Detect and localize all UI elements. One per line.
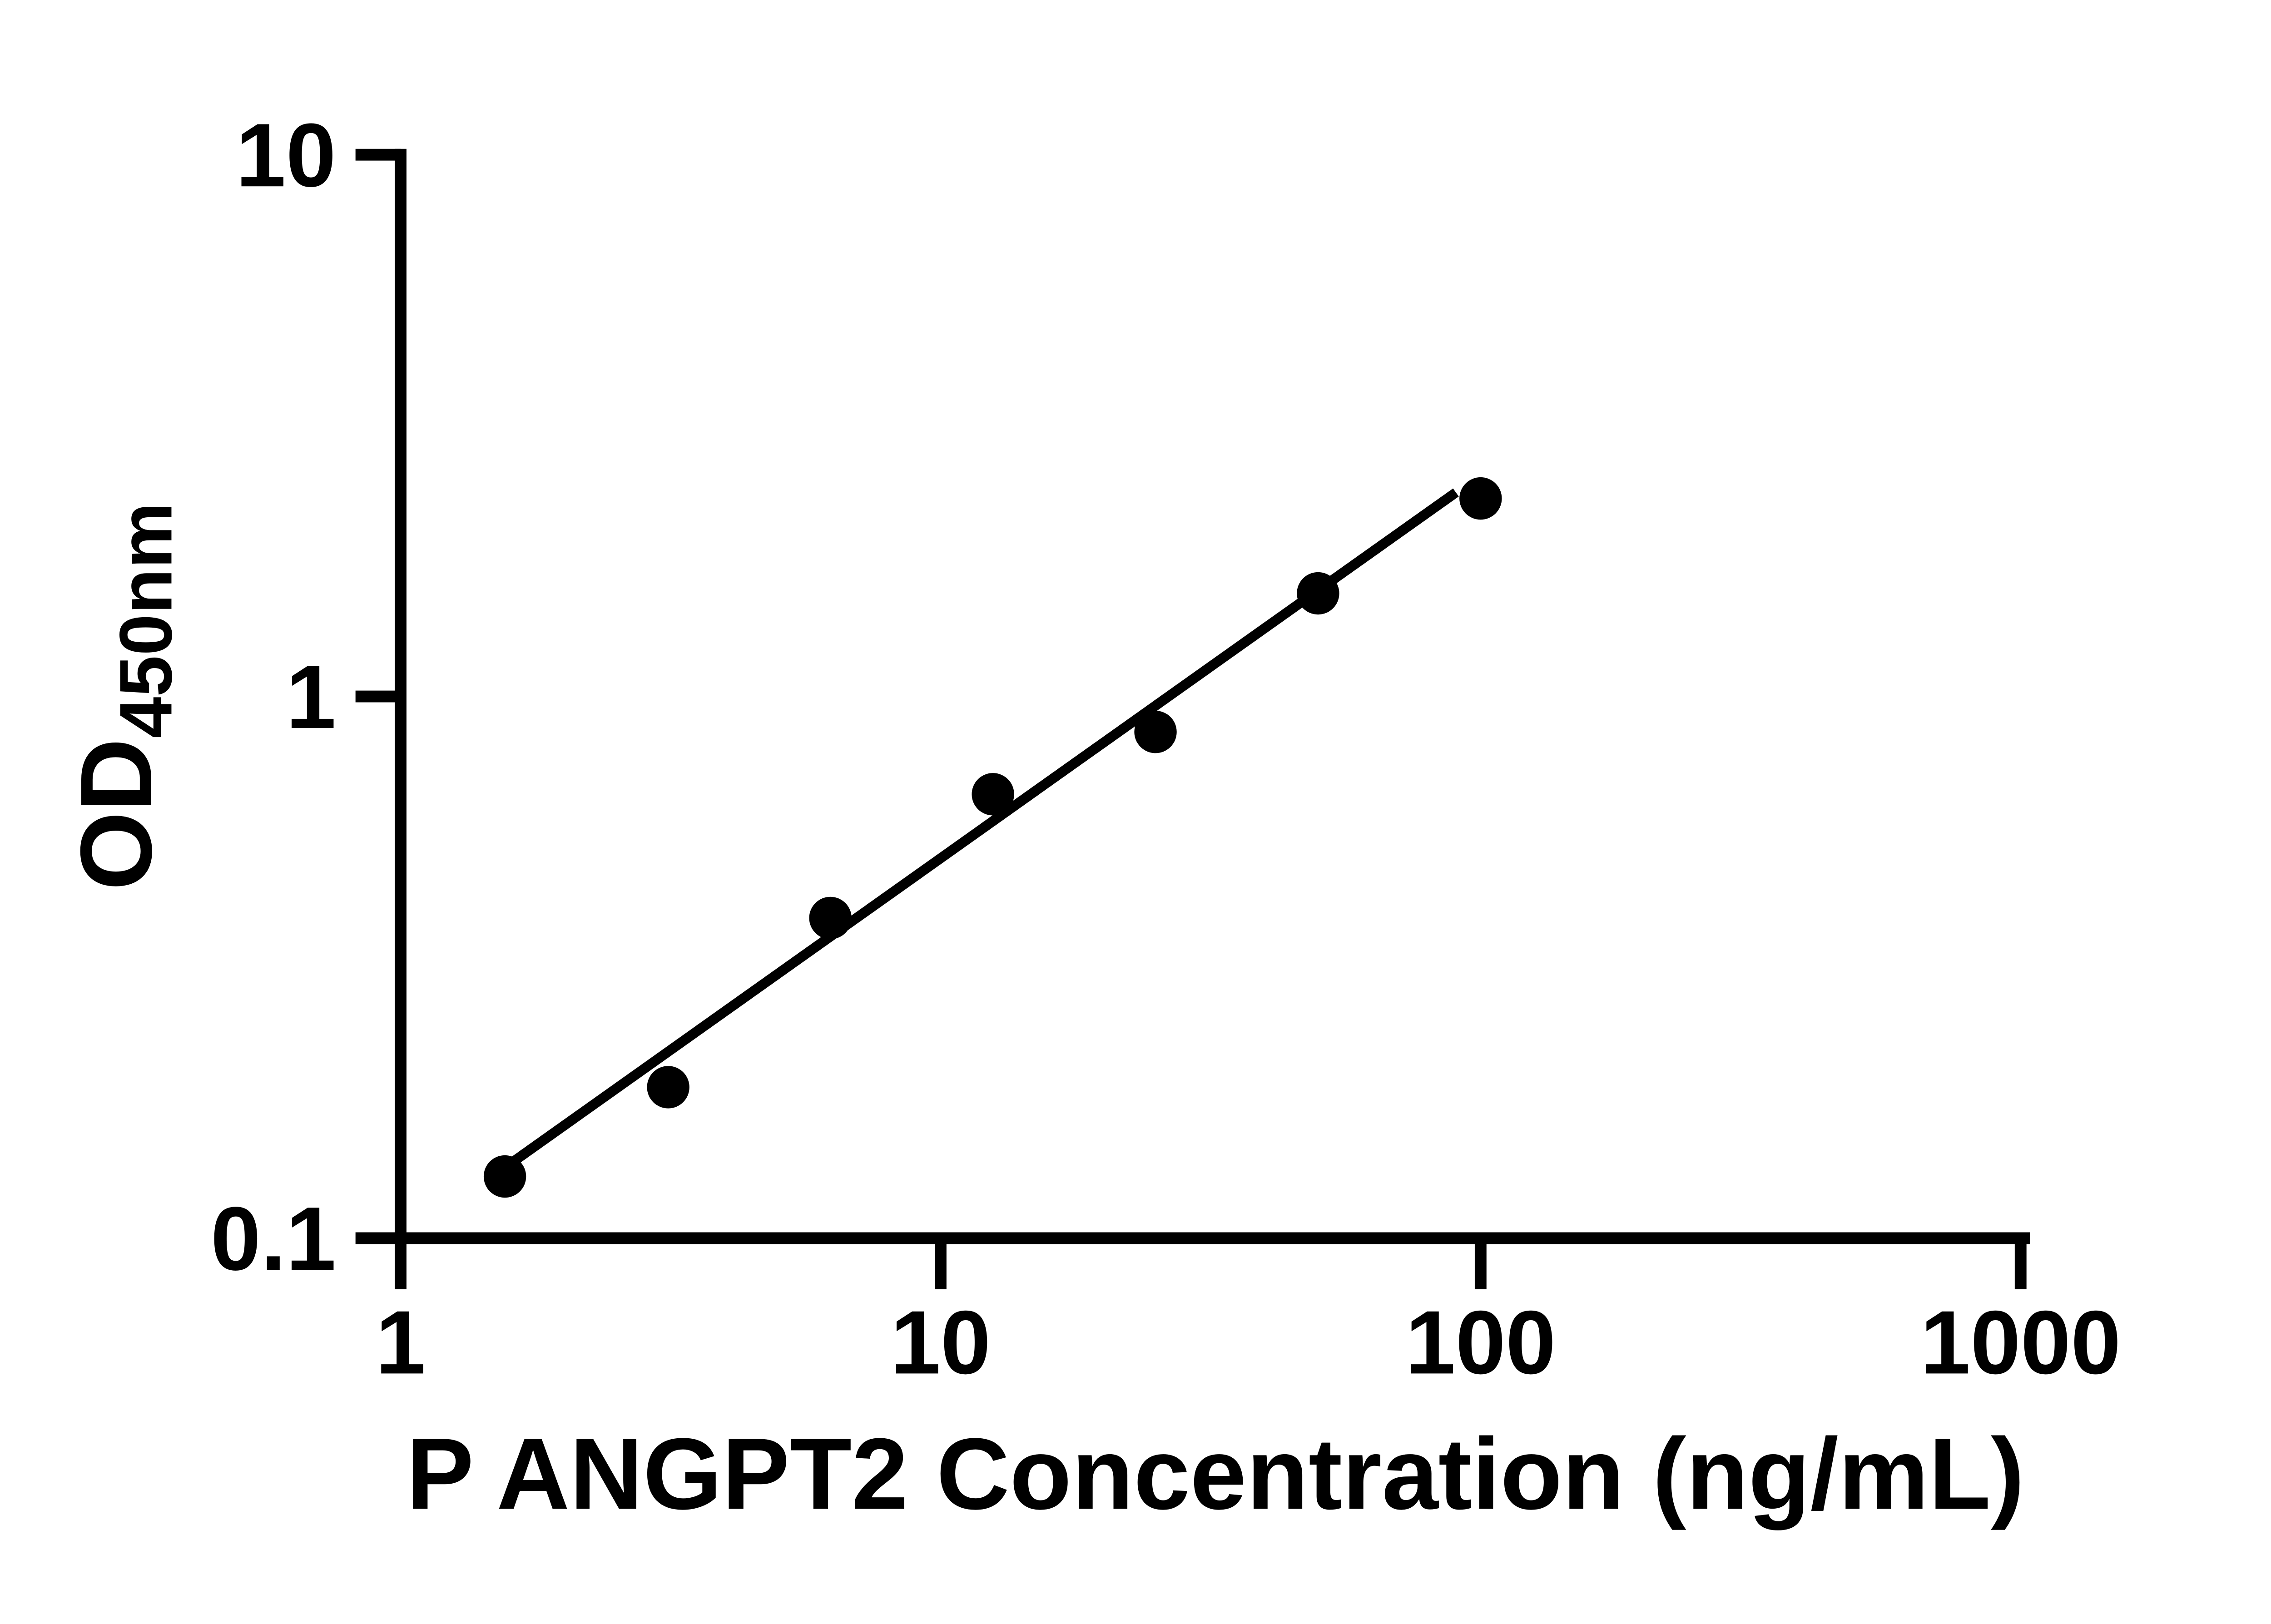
data-point <box>1297 572 1339 615</box>
x-tick-label: 10 <box>890 1292 991 1393</box>
x-tick-label: 1000 <box>1920 1292 2121 1393</box>
x-axis-title: P ANGPT2 Concentration (ng/mL) <box>406 1417 2024 1530</box>
x-tick-label: 1 <box>376 1292 426 1393</box>
data-point <box>647 1066 689 1109</box>
data-point <box>1459 477 1502 520</box>
y-axis-title-main: OD <box>60 738 173 891</box>
data-point <box>809 896 852 940</box>
y-tick-label: 0.1 <box>211 1188 336 1289</box>
data-point <box>483 1155 526 1198</box>
data-point <box>1134 711 1177 753</box>
x-tick-label: 100 <box>1405 1292 1556 1393</box>
y-axis-title: OD450nm <box>60 502 188 890</box>
data-point <box>972 773 1014 816</box>
y-tick-label: 1 <box>286 647 336 748</box>
y-axis-title-subscript: 450nm <box>104 502 187 738</box>
trend-line <box>502 488 1459 1172</box>
y-tick-label: 10 <box>236 105 336 206</box>
